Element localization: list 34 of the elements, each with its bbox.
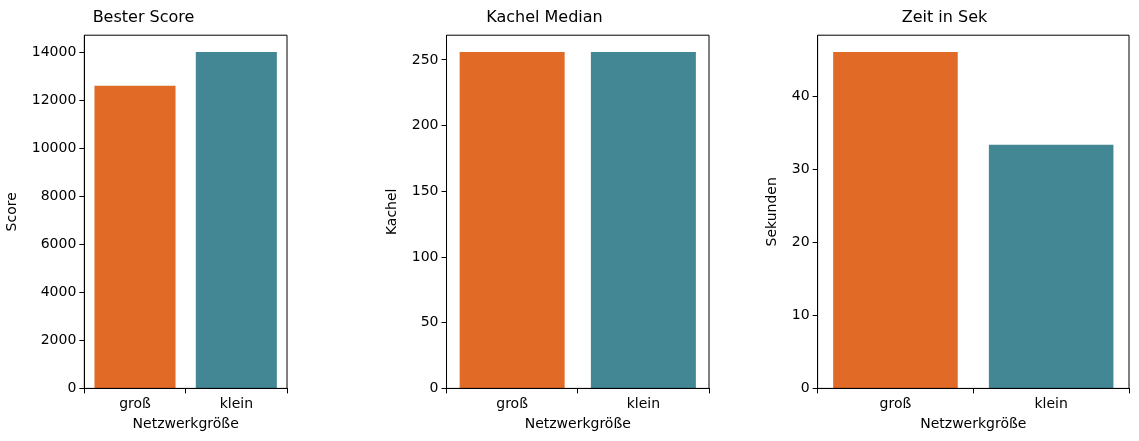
y-tick-label: 0 bbox=[67, 379, 77, 396]
y-tick-label: 12000 bbox=[31, 90, 77, 107]
y-tick-label: 10 bbox=[791, 306, 810, 323]
x-axis-title: Netzwerkgröße bbox=[920, 415, 1027, 432]
x-tick-label: groß bbox=[879, 395, 912, 412]
x-axis-title: Netzwerkgröße bbox=[132, 415, 239, 432]
y-axis-title: Sekunden bbox=[763, 177, 780, 247]
y-tick-label: 10000 bbox=[31, 138, 77, 155]
y-tick-label: 150 bbox=[411, 181, 439, 198]
chart-title: Kachel Median bbox=[486, 6, 603, 26]
x-tick-label: klein bbox=[1034, 395, 1068, 412]
y-tick-label: 0 bbox=[429, 379, 439, 396]
chart-title: Zeit in Sek bbox=[901, 6, 989, 26]
x-axis-title: Netzwerkgröße bbox=[524, 415, 631, 432]
y-axis-title: Kachel bbox=[383, 188, 400, 236]
chart-title: Bester Score bbox=[92, 6, 195, 26]
y-tick-label: 250 bbox=[411, 50, 439, 67]
x-tick-label: groß bbox=[119, 395, 152, 412]
x-tick-label: klein bbox=[626, 395, 661, 412]
y-tick-label: 100 bbox=[411, 247, 439, 264]
y-tick-label: 2000 bbox=[40, 330, 77, 347]
y-tick-label: 50 bbox=[420, 313, 439, 330]
y-tick-label: 4000 bbox=[40, 282, 77, 299]
y-tick-label: 200 bbox=[411, 116, 439, 133]
y-tick-label: 0 bbox=[800, 379, 810, 396]
y-tick-label: 8000 bbox=[40, 186, 77, 203]
x-tick-label: klein bbox=[219, 395, 254, 412]
x-tick-label: groß bbox=[496, 395, 529, 412]
y-tick-label: 40 bbox=[791, 87, 810, 104]
y-axis-title: Score bbox=[3, 192, 20, 232]
y-tick-label: 30 bbox=[791, 160, 810, 177]
y-tick-label: 6000 bbox=[40, 234, 77, 251]
y-tick-label: 14000 bbox=[31, 42, 77, 59]
y-tick-label: 20 bbox=[791, 233, 810, 250]
